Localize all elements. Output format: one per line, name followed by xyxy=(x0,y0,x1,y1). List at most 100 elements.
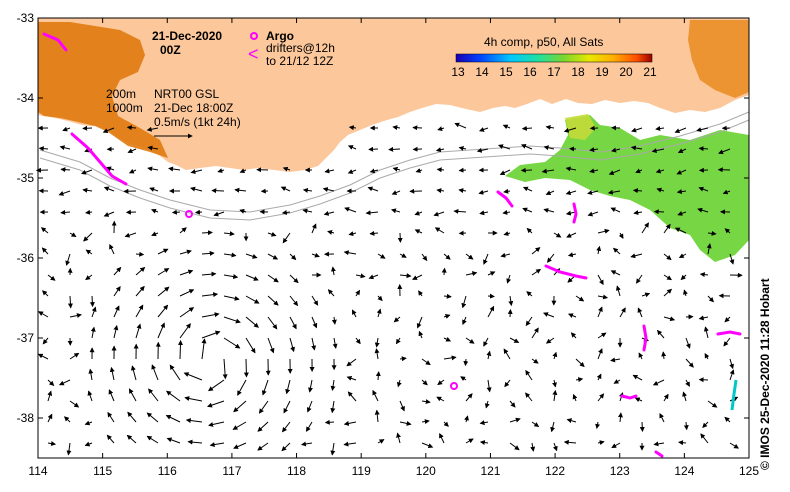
current-vector xyxy=(69,400,80,408)
current-vector xyxy=(41,290,49,297)
sst-green-patch xyxy=(505,115,749,262)
current-vector xyxy=(90,326,96,339)
current-vector xyxy=(330,400,336,414)
current-vector xyxy=(619,307,626,318)
current-vector xyxy=(465,271,478,277)
current-vector xyxy=(355,337,361,345)
current-vector xyxy=(525,392,533,402)
timestamp-label: 21-Dec 18:00Z xyxy=(154,101,233,115)
current-vector xyxy=(327,230,335,235)
current-vector xyxy=(201,230,213,236)
current-vector xyxy=(552,351,558,360)
current-vector xyxy=(184,396,203,402)
current-vector xyxy=(530,442,536,452)
current-vector xyxy=(47,274,56,281)
date-label: 21-Dec-2020 xyxy=(152,29,222,43)
current-vector xyxy=(60,209,71,215)
current-vector xyxy=(267,316,278,330)
y-tick-label: -33 xyxy=(17,11,35,25)
current-vector xyxy=(458,145,467,151)
isobath-1000m xyxy=(39,119,750,221)
drifters-legend-label: drifters@12h xyxy=(266,41,335,55)
current-vector xyxy=(698,315,709,321)
current-vector xyxy=(237,379,247,396)
current-vector xyxy=(486,379,492,393)
current-vector xyxy=(531,247,541,255)
current-vector xyxy=(567,252,577,258)
current-vector xyxy=(437,126,445,131)
current-vector xyxy=(421,358,431,366)
current-vector xyxy=(280,186,291,192)
current-vector xyxy=(289,274,299,284)
current-vector xyxy=(388,146,401,152)
current-vector xyxy=(302,187,313,193)
current-vector xyxy=(641,222,649,234)
current-vector xyxy=(663,274,673,281)
current-vector xyxy=(177,339,183,360)
current-vector xyxy=(108,389,115,402)
current-vector xyxy=(550,421,556,433)
drifter-tracks xyxy=(42,32,742,458)
current-vector xyxy=(552,389,558,402)
current-vector xyxy=(102,127,115,133)
x-tick-label: 119 xyxy=(352,464,371,478)
current-vector xyxy=(243,358,249,378)
current-vector xyxy=(267,231,277,237)
current-vector xyxy=(439,432,445,444)
argo-legend-icon xyxy=(250,32,258,40)
current-vector xyxy=(151,208,159,214)
current-vector xyxy=(149,187,159,192)
current-vector xyxy=(81,169,93,175)
current-vector xyxy=(267,274,279,283)
current-vector xyxy=(40,227,49,234)
current-vector xyxy=(698,377,709,383)
current-vector xyxy=(351,309,357,318)
current-vector xyxy=(88,368,94,381)
current-vector xyxy=(289,316,297,330)
current-vector xyxy=(618,232,624,239)
current-vector xyxy=(659,412,665,423)
current-vector xyxy=(157,322,165,339)
current-vector xyxy=(566,232,577,238)
current-vector xyxy=(85,274,93,281)
current-vector xyxy=(421,399,431,405)
plot-frame xyxy=(37,17,750,459)
current-vector xyxy=(632,188,643,194)
current-vector xyxy=(678,440,687,446)
current-vector xyxy=(638,352,644,360)
current-vector xyxy=(525,369,533,381)
current-vector xyxy=(85,249,93,255)
current-vector xyxy=(458,167,467,173)
current-vector xyxy=(729,358,734,370)
current-vector xyxy=(113,305,120,318)
current-vector xyxy=(676,189,687,195)
current-vector xyxy=(390,208,401,214)
current-vector xyxy=(183,372,203,381)
current-vector xyxy=(663,223,671,234)
current-vector xyxy=(300,441,313,447)
current-vector xyxy=(531,358,539,364)
current-vector xyxy=(507,308,513,318)
current-vector xyxy=(443,421,449,427)
current-vector xyxy=(526,291,533,297)
x-axis: 114 115 116 117 118 119 120 121 122 123 124 125 xyxy=(28,18,759,478)
current-vector xyxy=(261,379,269,396)
current-vector xyxy=(58,379,71,386)
colorbar-title: 4h comp, p50, All Sats xyxy=(484,35,603,49)
current-vector xyxy=(392,166,401,172)
product-label: NRT00 GSL xyxy=(154,87,219,101)
current-vector xyxy=(47,413,53,423)
current-vector xyxy=(311,252,320,258)
current-vector xyxy=(724,228,731,234)
current-vector xyxy=(531,421,540,427)
current-vector xyxy=(597,228,610,234)
current-vector xyxy=(615,285,621,297)
current-vector xyxy=(135,304,144,318)
current-vector xyxy=(47,390,53,402)
x-tick-label: 121 xyxy=(480,464,500,478)
current-vector xyxy=(109,243,115,255)
current-vector xyxy=(187,439,203,445)
current-vector xyxy=(685,379,690,387)
x-tick-label: 118 xyxy=(287,464,306,478)
